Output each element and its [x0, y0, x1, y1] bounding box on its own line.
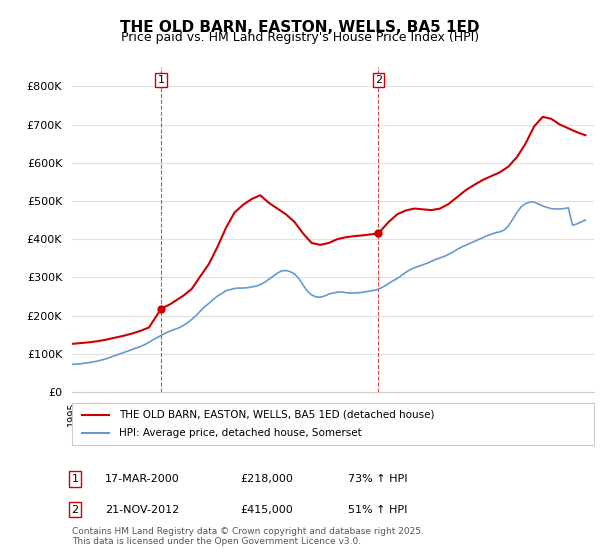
- Text: 2: 2: [375, 75, 382, 85]
- Text: 73% ↑ HPI: 73% ↑ HPI: [348, 474, 407, 484]
- Text: Contains HM Land Registry data © Crown copyright and database right 2025.
This d: Contains HM Land Registry data © Crown c…: [72, 526, 424, 546]
- Text: 1: 1: [71, 474, 79, 484]
- Text: 21-NOV-2012: 21-NOV-2012: [105, 505, 179, 515]
- Text: 2: 2: [71, 505, 79, 515]
- Text: 1: 1: [158, 75, 164, 85]
- Text: £218,000: £218,000: [240, 474, 293, 484]
- Text: £415,000: £415,000: [240, 505, 293, 515]
- Text: HPI: Average price, detached house, Somerset: HPI: Average price, detached house, Some…: [119, 428, 362, 438]
- Text: 51% ↑ HPI: 51% ↑ HPI: [348, 505, 407, 515]
- Text: Price paid vs. HM Land Registry's House Price Index (HPI): Price paid vs. HM Land Registry's House …: [121, 31, 479, 44]
- Text: THE OLD BARN, EASTON, WELLS, BA5 1ED (detached house): THE OLD BARN, EASTON, WELLS, BA5 1ED (de…: [119, 410, 434, 420]
- Text: 17-MAR-2000: 17-MAR-2000: [105, 474, 180, 484]
- Text: THE OLD BARN, EASTON, WELLS, BA5 1ED: THE OLD BARN, EASTON, WELLS, BA5 1ED: [120, 20, 480, 35]
